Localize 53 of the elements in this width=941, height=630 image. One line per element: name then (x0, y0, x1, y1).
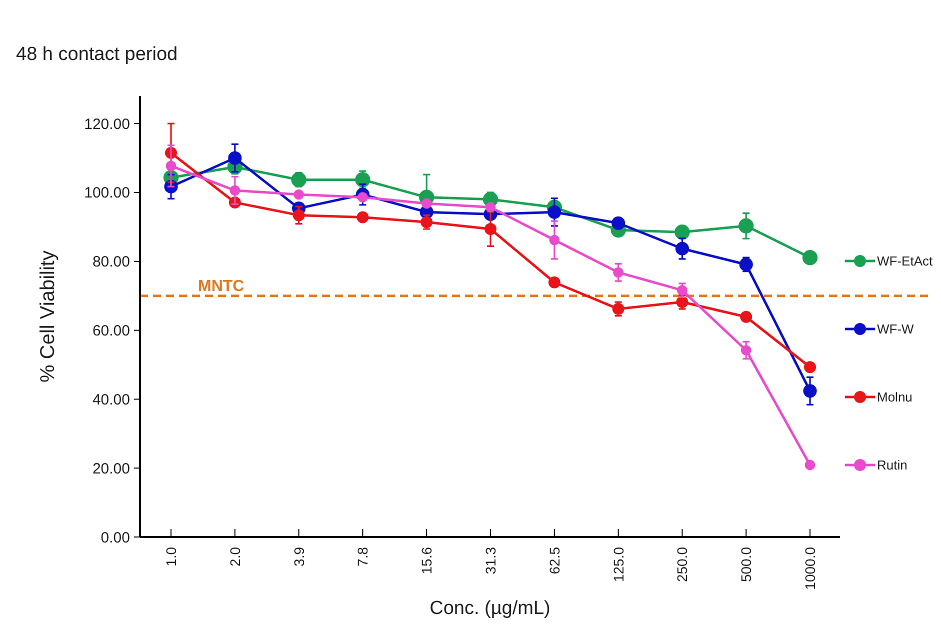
point (674, 224, 690, 240)
point (291, 172, 306, 188)
point (294, 189, 304, 200)
point (803, 384, 817, 398)
x-tick-label: 15.6 (418, 546, 435, 574)
point (740, 310, 752, 323)
point (485, 202, 496, 212)
y-tick-label: 60.00 (92, 322, 130, 340)
point (549, 234, 560, 246)
legend-label: Rutin (877, 458, 908, 473)
legend-label: WF-W (877, 322, 915, 337)
x-tick-label: 125.0 (610, 546, 626, 582)
point (739, 258, 753, 272)
y-tick-label: 0.00 (100, 529, 130, 546)
point (355, 172, 370, 188)
point (484, 222, 496, 235)
point (356, 211, 369, 224)
point (675, 242, 689, 256)
point (677, 285, 688, 296)
legend-label: Molnu (877, 390, 912, 405)
y-tick-label: 100.00 (84, 184, 130, 202)
point (548, 276, 560, 288)
y-tick-label: 120.00 (84, 116, 130, 133)
point (802, 250, 818, 266)
y-axis-title: % Cell Viability (37, 250, 59, 382)
point (230, 185, 240, 196)
point (804, 460, 816, 470)
point (612, 216, 626, 230)
point (613, 267, 624, 278)
y-tick-label: 40.00 (92, 391, 130, 408)
point (228, 151, 242, 165)
x-tick-label: 1.0 (163, 546, 179, 566)
y-tick-label: 80.00 (92, 254, 130, 271)
x-tick-label: 1000.0 (802, 546, 818, 590)
x-tick-label: 2.0 (226, 546, 243, 566)
x-tick-label: 3.9 (290, 546, 307, 566)
x-tick-label: 62.5 (546, 546, 562, 574)
x-tick-label: 31.3 (482, 546, 498, 574)
point (804, 361, 816, 374)
point (292, 209, 305, 222)
chart-title: 48 h contact period (16, 44, 178, 65)
x-tick-label: 500.0 (738, 546, 754, 582)
ref-line-label: MNTC (198, 278, 245, 295)
point (738, 218, 754, 234)
point (548, 205, 562, 219)
point (166, 160, 176, 172)
x-axis-title: Conc. (µg/mL) (430, 598, 550, 619)
point (740, 345, 752, 356)
x-tick-label: 250.0 (674, 546, 690, 582)
legend-label: WF-EtAct (877, 254, 933, 269)
point (421, 198, 432, 209)
x-tick-label: 7.8 (354, 546, 371, 566)
y-tick-label: 20.00 (92, 460, 130, 478)
